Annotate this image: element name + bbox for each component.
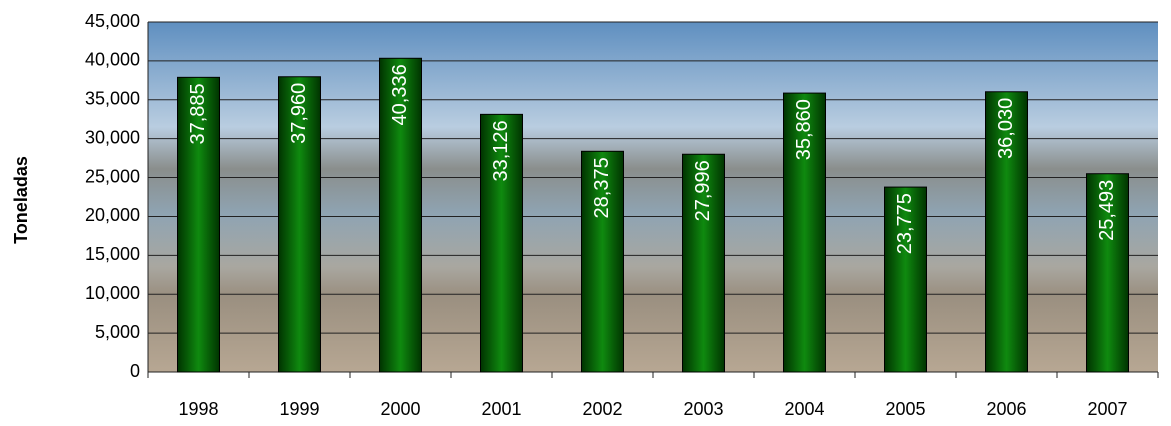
- x-tick-label: 2004: [784, 399, 824, 419]
- bar: [480, 113, 523, 373]
- y-tick-label: 20,000: [85, 205, 140, 225]
- x-tick-label: 2006: [986, 399, 1026, 419]
- bar: [278, 76, 321, 373]
- data-label: 37,885: [187, 83, 209, 144]
- x-tick-label: 2001: [481, 399, 521, 419]
- bar: [379, 57, 422, 373]
- y-tick-label: 15,000: [85, 244, 140, 264]
- bar: [884, 186, 927, 373]
- x-tick-label: 2002: [582, 399, 622, 419]
- bar: [783, 92, 826, 373]
- x-tick-label: 2003: [683, 399, 723, 419]
- bar: [177, 76, 220, 373]
- x-tick-label: 2000: [380, 399, 420, 419]
- data-label: 35,860: [793, 99, 815, 160]
- x-tick-label: 1999: [279, 399, 319, 419]
- data-label: 33,126: [490, 120, 512, 181]
- x-tick-label: 2007: [1087, 399, 1127, 419]
- y-tick-label: 30,000: [85, 127, 140, 147]
- y-axis-label: Toneladas: [11, 156, 31, 244]
- y-tick-label: 0: [130, 361, 140, 381]
- y-tick-label: 45,000: [85, 11, 140, 31]
- data-label: 40,336: [389, 64, 411, 125]
- y-tick-label: 25,000: [85, 166, 140, 186]
- bar: [581, 150, 624, 373]
- data-label: 28,375: [591, 157, 613, 218]
- y-tick-label: 10,000: [85, 283, 140, 303]
- x-tick-label: 1998: [178, 399, 218, 419]
- x-tick-label: 2005: [885, 399, 925, 419]
- bar: [1086, 173, 1129, 373]
- y-tick-label: 40,000: [85, 50, 140, 70]
- y-tick-label: 5,000: [95, 322, 140, 342]
- bar: [682, 153, 725, 373]
- bar: [985, 91, 1028, 373]
- data-label: 25,493: [1096, 180, 1118, 241]
- y-tick-label: 35,000: [85, 89, 140, 109]
- data-label: 36,030: [995, 98, 1017, 159]
- data-label: 37,960: [288, 83, 310, 144]
- data-label: 23,775: [894, 193, 916, 254]
- data-label: 27,996: [692, 160, 714, 221]
